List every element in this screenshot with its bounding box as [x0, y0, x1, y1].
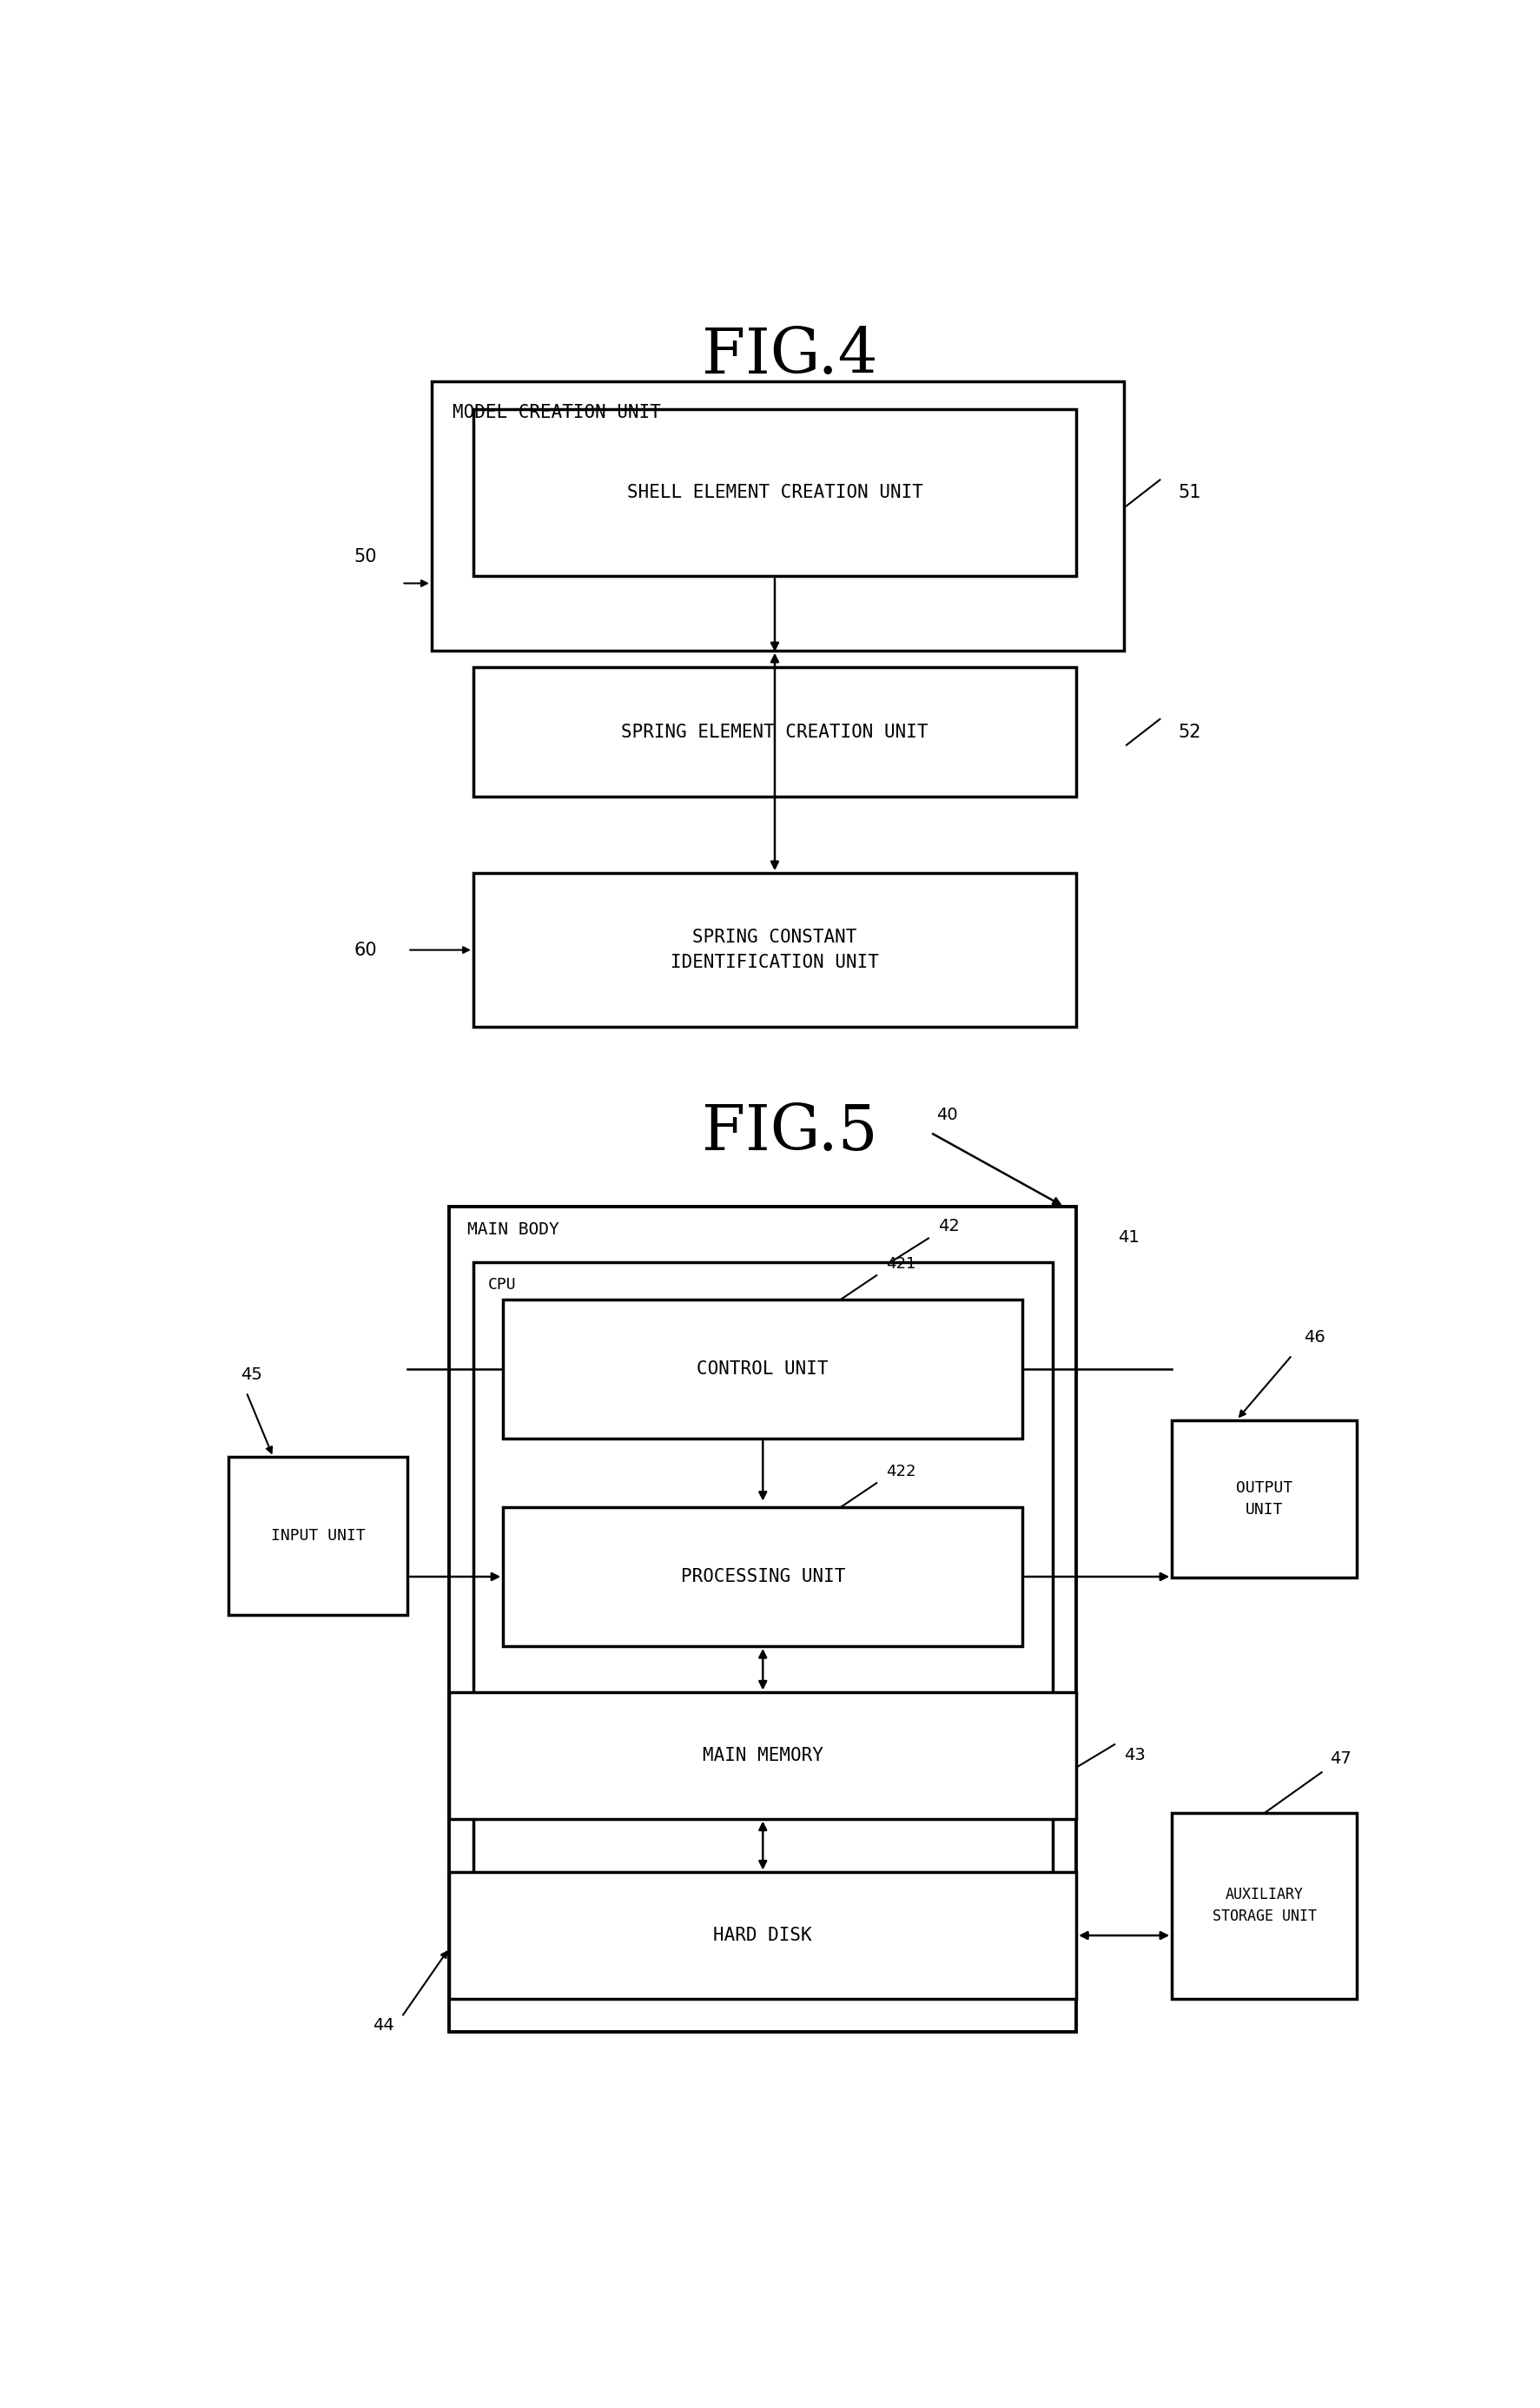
Bar: [1172, 1813, 1357, 1999]
Text: 52: 52: [1177, 722, 1200, 742]
Text: FIG.4: FIG.4: [701, 325, 878, 385]
Text: SPRING ELEMENT CREATION UNIT: SPRING ELEMENT CREATION UNIT: [621, 722, 927, 742]
Text: 44: 44: [373, 2018, 394, 2032]
Text: OUTPUT
UNIT: OUTPUT UNIT: [1235, 1481, 1292, 1517]
Text: 43: 43: [1124, 1748, 1144, 1763]
Text: MAIN BODY: MAIN BODY: [467, 1221, 559, 1238]
Bar: [473, 1262, 1052, 1922]
Text: 47: 47: [1329, 1751, 1351, 1767]
Text: 421: 421: [885, 1257, 915, 1271]
Text: 60: 60: [354, 942, 377, 958]
Bar: [450, 1873, 1075, 1999]
Text: 42: 42: [938, 1218, 959, 1235]
Text: 422: 422: [885, 1464, 916, 1479]
Text: INPUT UNIT: INPUT UNIT: [271, 1529, 365, 1544]
Text: MAIN MEMORY: MAIN MEMORY: [702, 1746, 822, 1765]
Bar: [431, 380, 1124, 650]
Bar: [450, 1206, 1075, 2032]
Text: AUXILIARY
STORAGE UNIT: AUXILIARY STORAGE UNIT: [1212, 1888, 1315, 1924]
Text: 40: 40: [936, 1108, 958, 1122]
Bar: [228, 1457, 407, 1616]
Text: PROCESSING UNIT: PROCESSING UNIT: [681, 1568, 844, 1584]
Bar: [504, 1300, 1023, 1438]
Text: HARD DISK: HARD DISK: [713, 1926, 812, 1943]
Bar: [504, 1507, 1023, 1647]
Bar: [450, 1693, 1075, 1818]
Text: 45: 45: [240, 1365, 262, 1382]
Text: FIG.5: FIG.5: [701, 1103, 878, 1163]
Text: 46: 46: [1303, 1329, 1324, 1346]
Text: MODEL CREATION UNIT: MODEL CREATION UNIT: [453, 405, 661, 421]
Bar: [1172, 1421, 1357, 1577]
Bar: [473, 409, 1075, 576]
Text: 41: 41: [1118, 1228, 1140, 1245]
Text: CONTROL UNIT: CONTROL UNIT: [696, 1361, 829, 1377]
Text: SHELL ELEMENT CREATION UNIT: SHELL ELEMENT CREATION UNIT: [627, 484, 922, 501]
Bar: [473, 874, 1075, 1026]
Bar: [473, 667, 1075, 797]
Text: CPU: CPU: [487, 1276, 516, 1293]
Text: SPRING CONSTANT
IDENTIFICATION UNIT: SPRING CONSTANT IDENTIFICATION UNIT: [670, 929, 878, 970]
Text: 51: 51: [1177, 484, 1200, 501]
Text: 50: 50: [354, 547, 377, 566]
